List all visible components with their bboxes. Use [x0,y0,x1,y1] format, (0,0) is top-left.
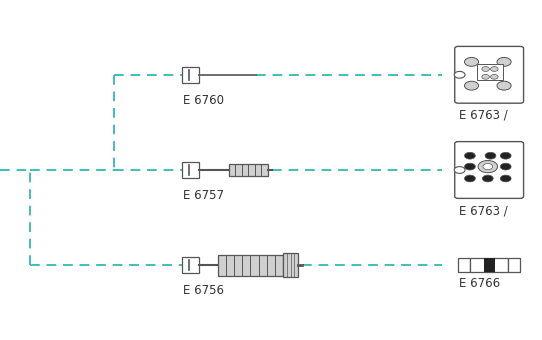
Bar [477,64,503,80]
Circle shape [454,167,465,173]
Circle shape [500,152,511,159]
Circle shape [482,67,489,71]
Circle shape [464,163,475,170]
Circle shape [497,81,511,90]
Text: E 6763 /: E 6763 / [459,109,508,122]
Circle shape [482,175,493,182]
Circle shape [491,67,498,71]
Circle shape [497,57,511,66]
Circle shape [464,152,475,159]
Bar [182,162,199,178]
Text: E 6760: E 6760 [183,94,224,106]
Bar [182,67,199,83]
Text: E 6766: E 6766 [459,277,500,290]
FancyBboxPatch shape [455,141,524,199]
Bar [182,257,199,273]
Bar [283,253,298,277]
FancyBboxPatch shape [455,46,524,103]
Text: E 6763 /: E 6763 / [459,204,508,217]
Circle shape [491,74,498,79]
Circle shape [464,175,475,182]
Circle shape [482,74,489,79]
Circle shape [464,81,479,90]
Circle shape [500,175,511,182]
Bar [508,258,520,272]
Bar [229,164,268,176]
Circle shape [478,160,498,173]
Bar [218,255,283,276]
Circle shape [483,164,493,170]
Circle shape [454,71,465,78]
Circle shape [500,163,511,170]
Bar [470,258,508,272]
Bar [458,258,470,272]
Text: E 6756: E 6756 [183,284,224,297]
Circle shape [485,152,496,159]
Circle shape [464,57,479,66]
Text: E 6757: E 6757 [183,189,224,202]
Bar [483,258,494,272]
Circle shape [482,163,493,170]
